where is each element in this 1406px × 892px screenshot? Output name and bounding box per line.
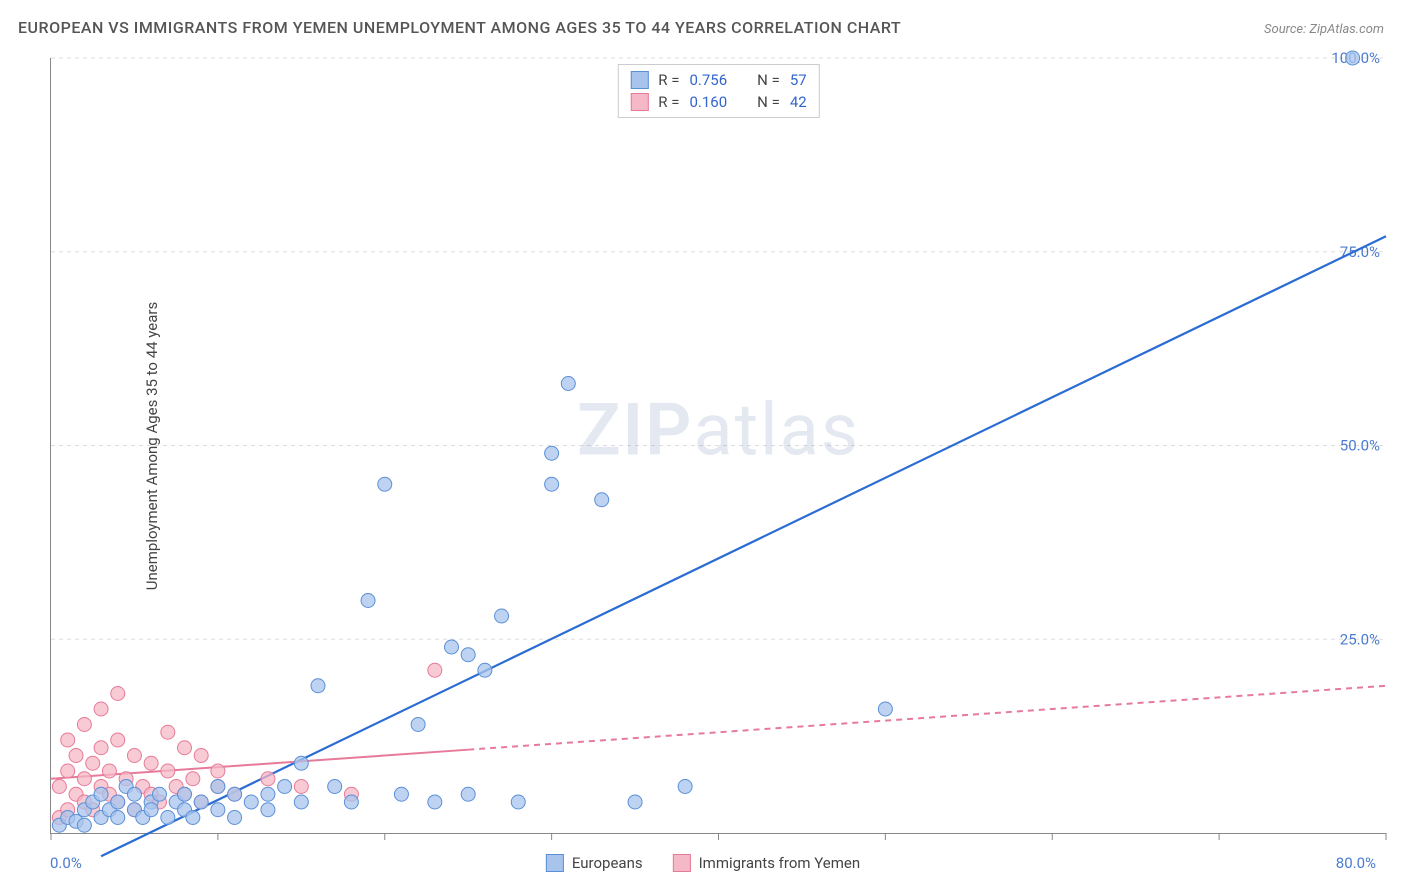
- source-attribution: Source: ZipAtlas.com: [1264, 22, 1384, 37]
- svg-text:25.0%: 25.0%: [1340, 630, 1380, 648]
- legend-label-yemen: Immigrants from Yemen: [699, 854, 861, 872]
- chart-title: EUROPEAN VS IMMIGRANTS FROM YEMEN UNEMPL…: [18, 18, 901, 37]
- n-value-europeans: 57: [790, 71, 807, 89]
- plot-area: R = 0.756 N = 57 R = 0.160 N = 42 ZIPatl…: [50, 58, 1386, 834]
- swatch-yemen-bottom: [673, 854, 691, 872]
- legend-item-yemen: Immigrants from Yemen: [673, 854, 861, 872]
- chart-container: EUROPEAN VS IMMIGRANTS FROM YEMEN UNEMPL…: [0, 0, 1406, 892]
- n-label: N =: [757, 71, 780, 89]
- r-label: R =: [658, 93, 679, 111]
- n-label: N =: [757, 93, 780, 111]
- svg-text:50.0%: 50.0%: [1340, 437, 1380, 455]
- series-legend: Europeans Immigrants from Yemen: [546, 854, 860, 872]
- swatch-europeans: [630, 71, 648, 89]
- legend-label-europeans: Europeans: [572, 854, 643, 872]
- swatch-yemen: [630, 93, 648, 111]
- r-value-europeans: 0.756: [689, 71, 727, 89]
- legend-row-europeans: R = 0.756 N = 57: [630, 69, 806, 91]
- n-value-yemen: 42: [790, 93, 807, 111]
- scatter-svg: 25.0%50.0%75.0%100.0%: [51, 58, 1386, 833]
- svg-text:75.0%: 75.0%: [1340, 243, 1380, 261]
- swatch-europeans-bottom: [546, 854, 564, 872]
- legend-row-yemen: R = 0.160 N = 42: [630, 91, 806, 113]
- r-label: R =: [658, 71, 679, 89]
- x-axis-max-label: 80.0%: [1336, 854, 1376, 872]
- r-value-yemen: 0.160: [689, 93, 727, 111]
- correlation-legend: R = 0.756 N = 57 R = 0.160 N = 42: [617, 64, 819, 118]
- x-axis-min-label: 0.0%: [50, 854, 82, 872]
- legend-item-europeans: Europeans: [546, 854, 643, 872]
